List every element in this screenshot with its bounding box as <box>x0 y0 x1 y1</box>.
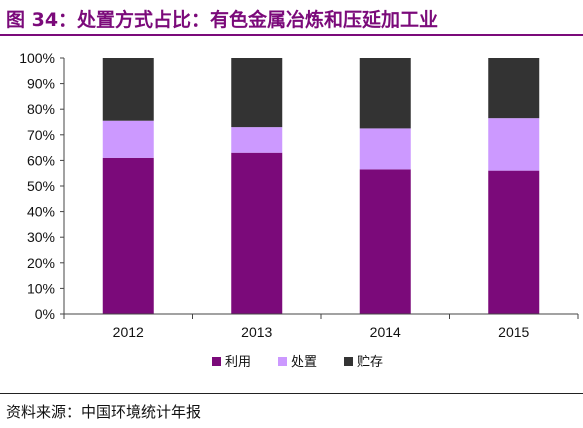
chart-title: 图 34：处置方式占比：有色金属冶炼和压延加工业 <box>6 9 439 31</box>
bar-2015-series-1 <box>488 118 540 171</box>
bar-2013-series-2 <box>231 58 283 128</box>
y-tick-label: 70% <box>27 127 55 143</box>
y-tick-label: 20% <box>27 255 55 271</box>
bar-2014-series-1 <box>359 128 411 170</box>
legend-swatch <box>278 357 287 366</box>
x-tick-label: 2012 <box>113 324 144 340</box>
y-tick-label: 90% <box>27 76 55 92</box>
bar-2014-series-0 <box>359 169 411 314</box>
y-tick-label: 0% <box>35 306 55 322</box>
bar-2013-series-1 <box>231 127 283 153</box>
bar-2015-series-2 <box>488 58 540 119</box>
source-note: 资料来源：中国环境统计年报 <box>6 403 202 421</box>
y-tick-label: 40% <box>27 204 55 220</box>
legend-item: 利用 <box>212 354 251 369</box>
bar-2015-series-0 <box>488 170 540 314</box>
title-bar: 图 34：处置方式占比：有色金属冶炼和压延加工业 <box>0 0 583 36</box>
legend-label: 利用 <box>225 354 251 369</box>
legend-label: 贮存 <box>357 354 383 369</box>
stacked-bar-chart: 0%10%20%30%40%50%60%70%80%90%100% 2012 20… <box>19 50 579 369</box>
y-tick-label: 10% <box>27 280 55 296</box>
plot-area <box>102 58 540 314</box>
legend-item: 处置 <box>278 354 317 369</box>
x-tick-label: 2013 <box>241 324 272 340</box>
legend-label: 处置 <box>291 354 317 369</box>
legend-swatch <box>344 357 353 366</box>
x-tick-label: 2014 <box>370 324 401 340</box>
bar-2014-series-2 <box>359 58 411 129</box>
x-axis: 2012 2013 2014 2015 <box>63 313 579 340</box>
footer-divider <box>0 393 583 394</box>
y-tick-label: 30% <box>27 229 55 245</box>
bar-2012-series-1 <box>102 120 154 158</box>
y-tick-label: 50% <box>27 178 55 194</box>
bar-2013-series-0 <box>231 152 283 314</box>
y-tick-label: 80% <box>27 101 55 117</box>
y-tick-label: 100% <box>19 50 55 66</box>
y-axis: 0% 10% 20% 30% 40% 50% 60% 70% 80% 90% 100% <box>19 50 65 322</box>
legend: 利用 处置 贮存 <box>212 354 383 369</box>
x-tick-label: 2015 <box>498 324 529 340</box>
bar-2012-series-2 <box>102 58 154 121</box>
y-tick-label: 60% <box>27 152 55 168</box>
bar-2012-series-0 <box>102 157 154 314</box>
legend-item: 贮存 <box>344 354 383 369</box>
legend-swatch <box>212 357 221 366</box>
